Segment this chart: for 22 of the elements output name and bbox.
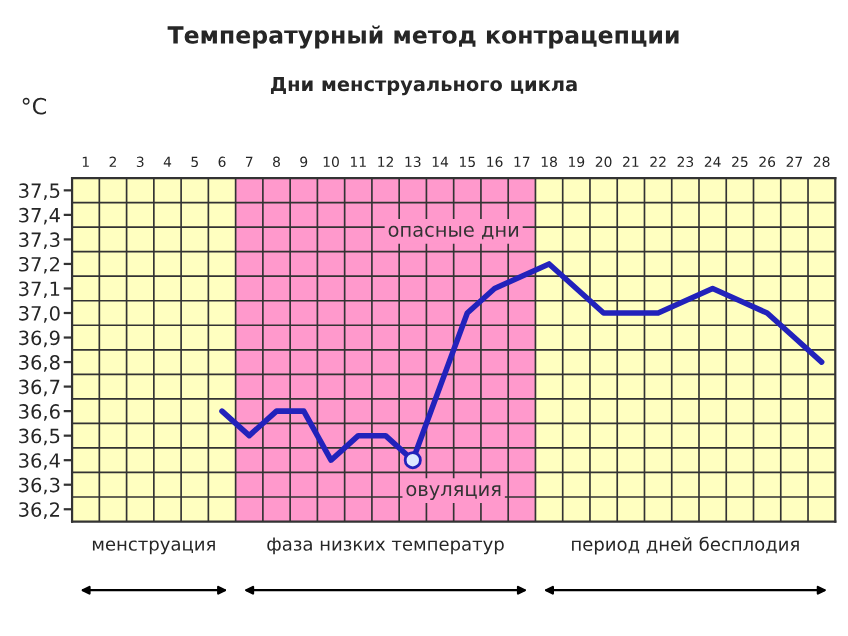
y-tick-label: 36,3 [19, 477, 60, 495]
x-axis-title: Дни менструального цикла [270, 76, 577, 96]
y-tick-label: 36,8 [19, 355, 60, 372]
y-tick-label: 36,2 [19, 502, 60, 519]
band-label: период дней бесплодия [572, 536, 799, 555]
y-tick-label: 37,1 [19, 281, 60, 299]
y-axis-title: °C [22, 97, 47, 115]
y-tick-label: 37,3 [19, 232, 60, 250]
y-tick-label: 37,0 [19, 305, 60, 323]
band-label: менструация [92, 540, 215, 555]
y-tick-label: 37,2 [19, 256, 60, 274]
y-tick-label: 36,7 [19, 379, 60, 397]
y-tick-label: 36,5 [19, 428, 60, 446]
band-label: фаза низких температур [267, 537, 504, 555]
y-tick-label: 36,4 [19, 453, 60, 470]
y-tick-label: 37,5 [19, 183, 60, 200]
annotation: опасные дни [388, 225, 519, 240]
y-tick-label: 37,4 [19, 207, 60, 225]
y-tick-label: 36,9 [19, 330, 60, 348]
y-tick-label: 36,6 [19, 404, 60, 421]
chart-title: Температурный метод контрацепции [167, 25, 679, 49]
annotation: овуляция [406, 485, 501, 501]
